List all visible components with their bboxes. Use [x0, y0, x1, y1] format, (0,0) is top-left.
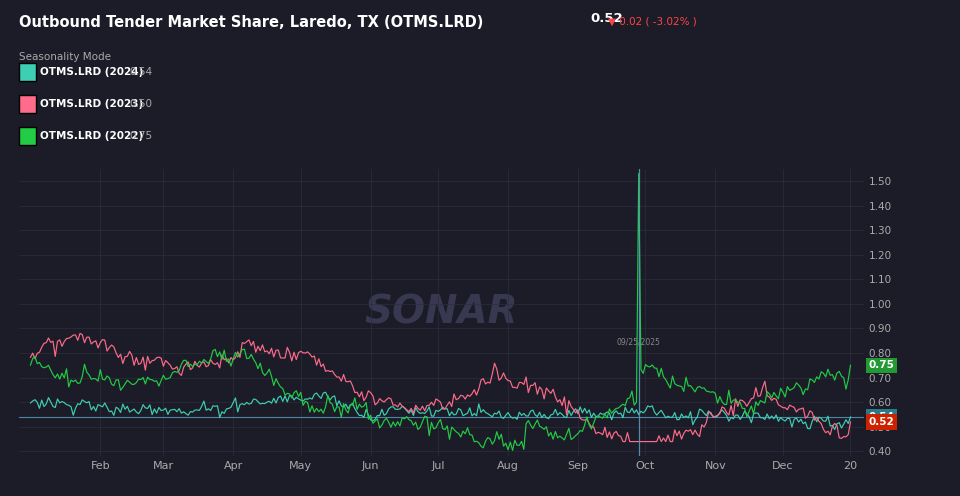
Text: OTMS.LRD (2023): OTMS.LRD (2023): [40, 99, 144, 109]
Text: 0.52: 0.52: [590, 12, 623, 25]
Text: 0.54: 0.54: [130, 67, 153, 77]
Text: 0.54: 0.54: [869, 412, 895, 422]
Text: 0.52: 0.52: [869, 417, 895, 427]
Text: Seasonality Mode: Seasonality Mode: [19, 52, 111, 62]
Text: 0.75: 0.75: [869, 361, 895, 371]
Text: 09/25/2025: 09/25/2025: [616, 337, 660, 346]
Text: ▼ 0.02 ( -3.02% ): ▼ 0.02 ( -3.02% ): [608, 17, 696, 27]
Text: 0.50: 0.50: [130, 99, 153, 109]
Text: SONAR: SONAR: [365, 294, 518, 331]
Text: Outbound Tender Market Share, Laredo, TX (OTMS.LRD): Outbound Tender Market Share, Laredo, TX…: [19, 15, 484, 30]
Text: OTMS.LRD (2022): OTMS.LRD (2022): [40, 131, 144, 141]
Text: OTMS.LRD (2024): OTMS.LRD (2024): [40, 67, 144, 77]
Text: 0.50: 0.50: [869, 421, 889, 430]
Text: 0.75: 0.75: [130, 131, 153, 141]
